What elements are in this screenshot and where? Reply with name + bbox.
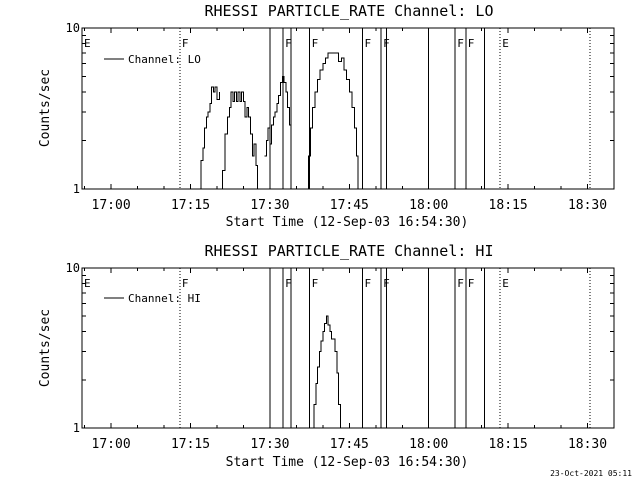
data-series-line	[199, 86, 221, 190]
plot-frame	[81, 27, 615, 190]
flag-label: F	[457, 277, 464, 290]
flag-label: E	[84, 277, 91, 290]
flag-label: E	[84, 37, 91, 50]
flag-label: F	[182, 277, 189, 290]
chart-title: RHESSI PARTICLE_RATE Channel: LO	[205, 2, 494, 20]
x-tick-label: 17:15	[171, 437, 210, 452]
x-tick-label: 18:15	[489, 198, 528, 213]
y-axis-label: Counts/sec	[38, 309, 53, 387]
x-tick-label: 17:30	[250, 198, 289, 213]
flag-label: E	[502, 37, 509, 50]
data-series-line	[312, 315, 341, 429]
x-tick-label: 17:15	[171, 198, 210, 213]
data-series-line	[269, 76, 292, 148]
flag-label: F	[365, 37, 372, 50]
data-series-line	[307, 52, 359, 190]
x-tick-label: 18:30	[568, 437, 607, 452]
flag-label: F	[312, 37, 319, 50]
generation-timestamp: 23-Oct-2021 05:11	[550, 469, 632, 478]
data-series-line	[220, 91, 259, 190]
y-tick-label: 1	[73, 421, 80, 435]
plot-lo-channel: RHESSI PARTICLE_RATE Channel: LO Start T…	[38, 2, 615, 230]
y-tick-label: 1	[73, 182, 80, 196]
flag-label: F	[468, 277, 475, 290]
flag-label: F	[457, 37, 464, 50]
x-tick-label: 17:45	[330, 437, 369, 452]
flag-label: F	[365, 277, 372, 290]
x-tick-label: 18:00	[409, 437, 448, 452]
x-tick-label: 18:15	[489, 437, 528, 452]
flag-label: E	[502, 277, 509, 290]
flag-label: F	[468, 37, 475, 50]
x-tick-label: 18:30	[568, 198, 607, 213]
plot-frame	[81, 267, 615, 429]
flag-label: F	[285, 277, 292, 290]
flag-label: F	[285, 37, 292, 50]
data-series-line	[264, 127, 271, 157]
flag-label: F	[182, 37, 189, 50]
plot-hi-channel: RHESSI PARTICLE_RATE Channel: HI Start T…	[38, 242, 615, 470]
y-tick-label: 10	[66, 21, 80, 35]
x-tick-label: 17:45	[330, 198, 369, 213]
legend-label: Channel: HI	[128, 292, 201, 305]
x-axis-label: Start Time (12-Sep-03 16:54:30)	[226, 215, 469, 230]
x-tick-label: 18:00	[409, 198, 448, 213]
x-tick-label: 17:00	[92, 437, 131, 452]
flag-label: F	[312, 277, 319, 290]
x-axis-label: Start Time (12-Sep-03 16:54:30)	[226, 455, 469, 470]
y-axis-label: Counts/sec	[38, 69, 53, 147]
legend-label: Channel: LO	[128, 53, 201, 66]
x-tick-label: 17:00	[92, 198, 131, 213]
y-tick-label: 10	[66, 261, 80, 275]
x-tick-label: 17:30	[250, 437, 289, 452]
chart-title: RHESSI PARTICLE_RATE Channel: HI	[205, 242, 494, 260]
